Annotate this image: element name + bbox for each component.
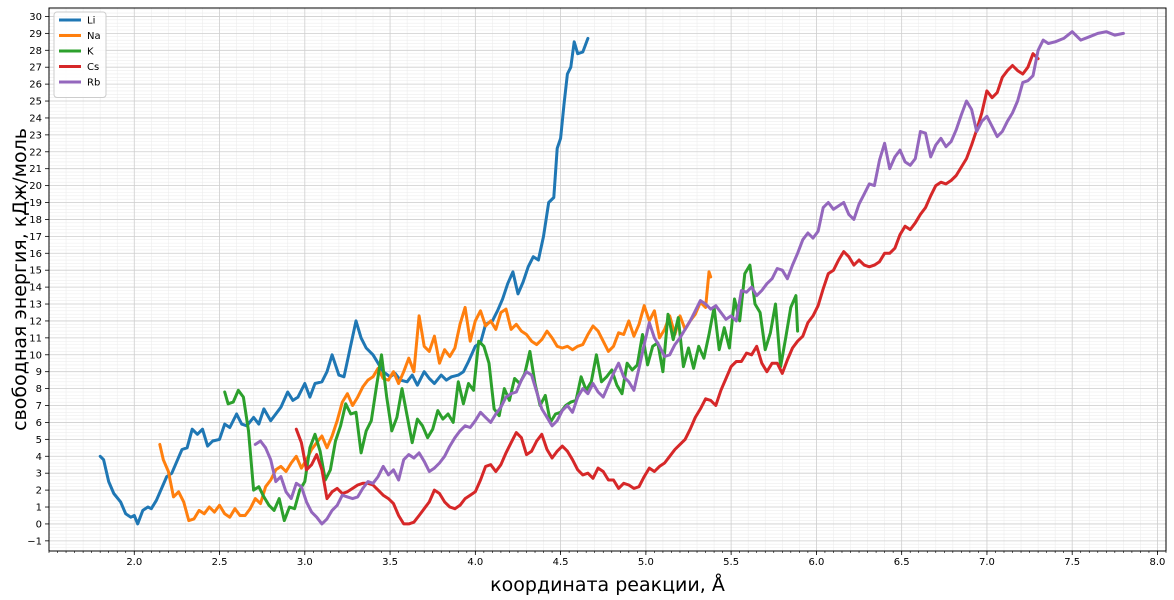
y-tick-label: 7 (36, 401, 42, 412)
series-line-na (158, 270, 713, 523)
x-tick-label: 7.0 (979, 557, 995, 568)
x-tick-label: 5.0 (638, 557, 654, 568)
y-tick-label: 22 (29, 147, 42, 158)
series-line-rb (253, 30, 1125, 526)
y-tick-label: 23 (29, 130, 42, 141)
y-tick-label: 6 (36, 418, 42, 429)
x-tick-label: 3.0 (297, 557, 313, 568)
y-tick-label: 24 (29, 113, 42, 124)
x-axis-title: координата реакции, Å (490, 573, 725, 596)
y-tick-label: 17 (29, 232, 42, 243)
x-tick-label: 8.0 (1150, 557, 1166, 568)
legend-label-li: Li (87, 16, 95, 27)
y-tick-label: 25 (29, 97, 42, 108)
y-tick-label: 19 (29, 198, 42, 209)
y-tick-label: 0 (36, 519, 42, 530)
y-tick-label: 26 (29, 80, 42, 91)
y-tick-label: 18 (29, 215, 42, 226)
x-tick-label: 2.0 (126, 557, 142, 568)
y-tick-label: 15 (29, 266, 42, 277)
y-tick-label: −1 (27, 536, 42, 547)
plot-frame (48, 7, 1167, 552)
y-tick-label: 11 (29, 333, 42, 344)
series-line-cs (294, 52, 1040, 526)
series-line-li (98, 36, 590, 526)
y-tick-label: 8 (36, 384, 42, 395)
y-tick-label: 12 (29, 316, 42, 327)
legend: Li Na K Cs Rb (53, 11, 107, 98)
series-line-k (223, 263, 800, 523)
y-tick-label: 1 (36, 503, 42, 514)
x-tick-label: 3.5 (382, 557, 398, 568)
major-grid (49, 8, 1166, 551)
legend-label-k: K (87, 47, 94, 58)
y-tick-label: 20 (29, 181, 42, 192)
x-tick-label: 6.5 (894, 557, 910, 568)
y-tick-label: 14 (29, 283, 42, 294)
y-tick-label: 4 (36, 452, 42, 463)
y-tick-label: 3 (36, 469, 42, 480)
legend-label-cs: Cs (87, 62, 99, 73)
y-tick-label: 27 (29, 63, 42, 74)
x-tick-label: 4.5 (553, 557, 569, 568)
legend-box (53, 11, 107, 98)
y-tick-label: 2 (36, 486, 42, 497)
legend-label-na: Na (87, 31, 101, 42)
y-tick-label: 21 (29, 164, 42, 175)
y-tick-label: 28 (29, 46, 42, 57)
legend-label-rb: Rb (87, 78, 100, 89)
y-tick-label: 16 (29, 249, 42, 260)
y-tick-label: 30 (29, 12, 42, 23)
x-tick-label: 5.5 (723, 557, 739, 568)
x-tick-label: 4.0 (467, 557, 483, 568)
y-tick-label: 10 (29, 350, 42, 361)
x-tick-label: 6.0 (808, 557, 824, 568)
y-axis-title: свободная энергия, кДж/моль (9, 128, 31, 431)
y-tick-label: 9 (36, 367, 42, 378)
series-lines (98, 30, 1125, 526)
axis-ticks: 2.0 2.5 3.0 3.5 4.0 4.5 5.0 5.5 6.0 6.5 7.0 7.5 8.0 −… (27, 12, 1167, 568)
x-tick-label: 7.5 (1064, 557, 1080, 568)
x-tick-label: 2.5 (212, 557, 228, 568)
y-tick-label: 13 (29, 300, 42, 311)
y-tick-label: 29 (29, 29, 42, 40)
y-tick-label: 5 (36, 435, 42, 446)
